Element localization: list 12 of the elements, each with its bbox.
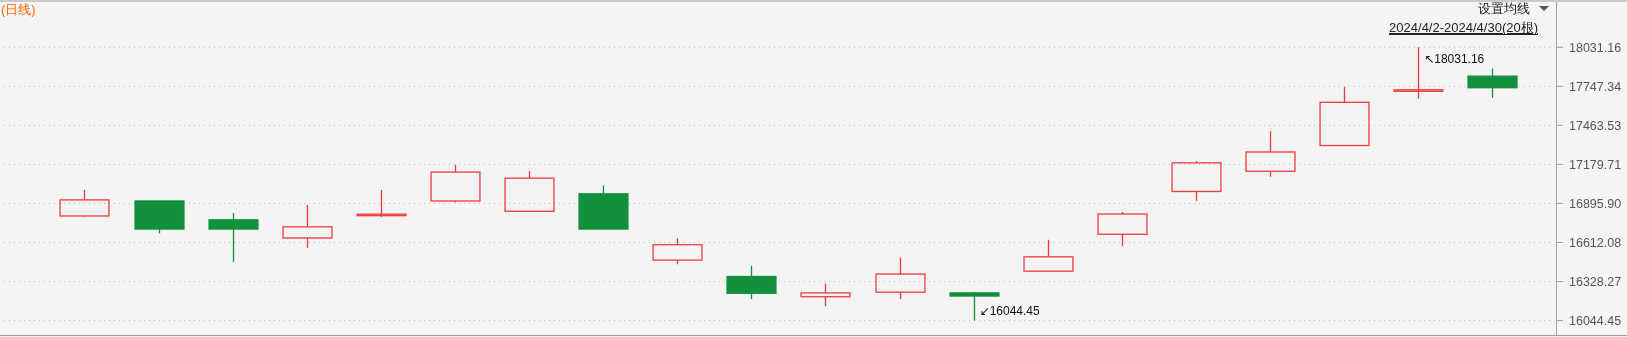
chart-title: (日线) bbox=[1, 2, 36, 17]
y-tick-label: 18031.16 bbox=[1569, 40, 1622, 55]
annotation: 设置均线 bbox=[1478, 1, 1530, 16]
y-tick-label: 17463.53 bbox=[1569, 118, 1622, 133]
annotation: ↙16044.45 bbox=[979, 303, 1041, 318]
y-tick-label: 16328.27 bbox=[1569, 275, 1622, 290]
y-tick-label: 17747.34 bbox=[1569, 79, 1622, 94]
y-tick-label: 16612.08 bbox=[1569, 236, 1622, 251]
y-tick-label: 16044.45 bbox=[1569, 314, 1622, 329]
y-tick-label: 17179.71 bbox=[1569, 157, 1622, 172]
annotation: ↖18031.16 bbox=[1424, 52, 1485, 67]
y-tick-label: 16895.90 bbox=[1569, 196, 1622, 211]
